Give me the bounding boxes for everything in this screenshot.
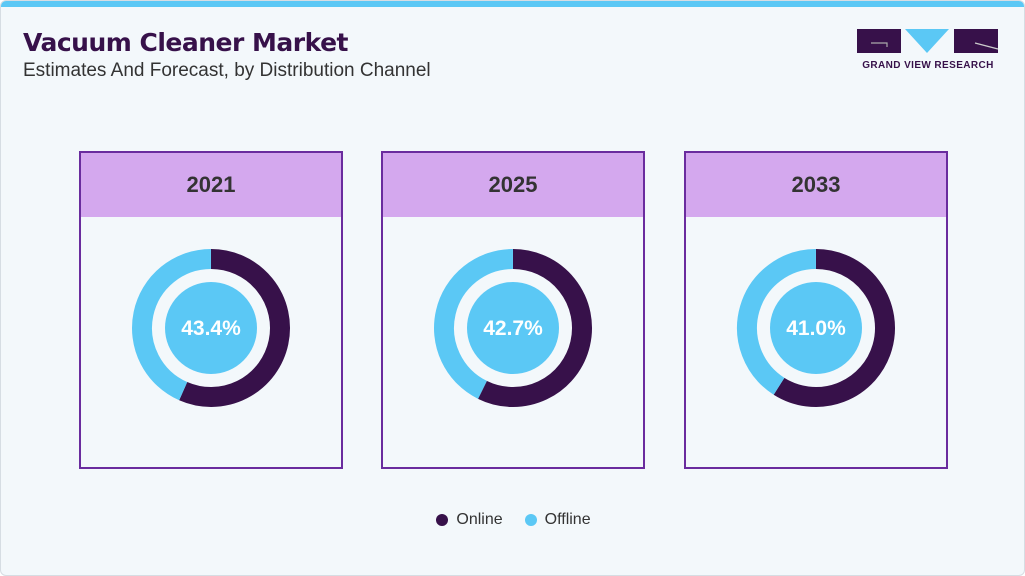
legend-label-online: Online	[456, 511, 503, 528]
online-swatch	[436, 514, 449, 526]
center-circle	[770, 282, 862, 374]
chart-subtitle: Estimates And Forecast, by Distribution …	[23, 60, 431, 81]
panel-2021: 2021 43.4%	[79, 151, 343, 469]
center-circle	[467, 282, 559, 374]
panel-year: 2033	[686, 153, 946, 217]
donut-slice-offline[interactable]	[132, 249, 212, 401]
center-circle	[165, 282, 257, 374]
logo-text: GRAND VIEW RESEARCH	[862, 60, 994, 71]
data-label: 42.7%	[483, 317, 543, 340]
legend-item-online[interactable]: Online	[436, 511, 503, 529]
logo-icon	[857, 29, 999, 53]
top-accent-bar	[1, 1, 1024, 7]
grand-view-research-logo: GRAND VIEW RESEARCH	[857, 29, 999, 71]
data-label: 43.4%	[181, 317, 241, 340]
panel-2025: 2025 42.7%	[381, 151, 645, 469]
donut-slice-offline[interactable]	[737, 249, 817, 395]
donut-chart: 43.4%	[132, 249, 290, 407]
panel-2033: 2033 41.0%	[684, 151, 948, 469]
donut-chart: 42.7%	[434, 249, 592, 407]
panel-year: 2021	[81, 153, 341, 217]
donut-slice-online[interactable]	[773, 249, 895, 407]
legend-item-offline[interactable]: Offline	[524, 511, 591, 529]
data-label: 41.0%	[786, 317, 846, 340]
offline-swatch	[524, 514, 537, 526]
donut-slice-online[interactable]	[179, 249, 290, 407]
panel-year: 2025	[383, 153, 643, 217]
donut-slice-offline[interactable]	[434, 249, 514, 399]
chart-title: Vacuum Cleaner Market	[23, 28, 349, 57]
legend-label-offline: Offline	[544, 511, 591, 528]
donut-chart: 41.0%	[737, 249, 895, 407]
donut-slice-online[interactable]	[478, 249, 592, 407]
legend: Online Offline	[1, 511, 1024, 529]
